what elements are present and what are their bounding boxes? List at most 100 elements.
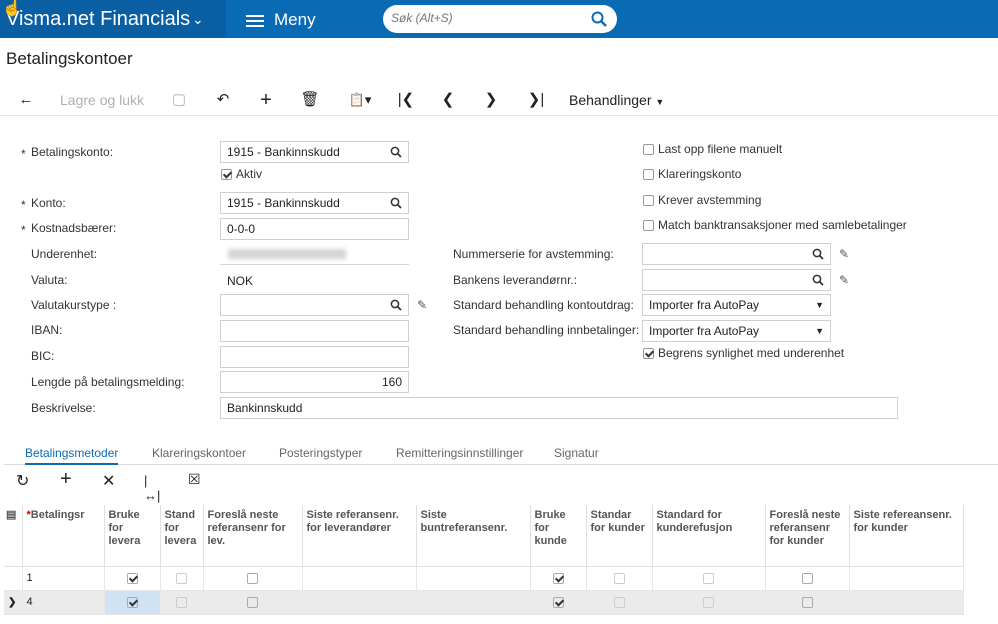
last-ref-vendor-cell[interactable] bbox=[302, 566, 417, 590]
match-transactions-checkbox[interactable] bbox=[643, 220, 654, 231]
column-header[interactable]: *Betalingsr bbox=[22, 505, 105, 566]
use-for-customer-cell[interactable] bbox=[530, 566, 587, 590]
search-icon[interactable] bbox=[591, 11, 607, 27]
checkbox[interactable] bbox=[703, 596, 714, 608]
previous-record-icon[interactable]: ❮ bbox=[441, 91, 455, 108]
refresh-icon[interactable]: ↻ bbox=[16, 473, 30, 490]
message-length-field[interactable]: 160 bbox=[220, 371, 409, 393]
table-row[interactable]: ❯ 4 bbox=[4, 590, 964, 614]
checkbox[interactable] bbox=[801, 596, 813, 608]
payment-method-cell[interactable]: 1 bbox=[22, 566, 105, 590]
upload-manual-checkbox[interactable] bbox=[643, 144, 654, 155]
default-for-customer-cell[interactable] bbox=[586, 566, 653, 590]
checkbox[interactable] bbox=[613, 572, 625, 584]
std-payments-select[interactable]: Importer fra AutoPay ▼ bbox=[642, 320, 831, 342]
rate-type-field[interactable] bbox=[220, 294, 409, 316]
clearing-account-checkbox[interactable] bbox=[643, 169, 654, 180]
default-customer-refund-cell[interactable] bbox=[652, 590, 766, 614]
search-input[interactable] bbox=[391, 11, 581, 25]
edit-pencil-icon[interactable]: ✎ bbox=[839, 247, 850, 261]
column-header[interactable]: Siste referansenr. for leverandører bbox=[302, 505, 417, 566]
bank-vendor-field[interactable] bbox=[642, 269, 831, 291]
checkbox[interactable] bbox=[176, 572, 187, 584]
checkbox[interactable] bbox=[552, 572, 564, 584]
last-record-icon[interactable]: ❯| bbox=[527, 91, 545, 108]
tab-clearing-accounts[interactable]: Klareringskontoer bbox=[152, 446, 247, 460]
last-ref-customer-cell[interactable] bbox=[849, 590, 964, 614]
tab-signature[interactable]: Signatur bbox=[554, 446, 599, 460]
checkbox[interactable] bbox=[126, 572, 138, 584]
tab-payment-methods[interactable]: Betalingsmetoder bbox=[25, 443, 119, 465]
add-row-icon[interactable]: + bbox=[60, 468, 72, 490]
last-ref-customer-cell[interactable] bbox=[849, 566, 964, 590]
checkbox[interactable] bbox=[552, 596, 564, 608]
tab-posting-types[interactable]: Posteringstyper bbox=[279, 446, 363, 460]
checkbox[interactable] bbox=[126, 596, 138, 608]
default-for-vendor-cell[interactable] bbox=[160, 590, 204, 614]
lookup-icon[interactable] bbox=[812, 248, 824, 260]
lookup-icon[interactable] bbox=[390, 299, 402, 311]
column-header[interactable]: Stand for levera bbox=[160, 505, 204, 566]
fit-columns-icon[interactable]: |↔| bbox=[144, 473, 161, 503]
suggest-next-ref-vendor-cell[interactable] bbox=[203, 566, 303, 590]
iban-field[interactable] bbox=[220, 320, 409, 342]
checkbox[interactable] bbox=[247, 596, 258, 608]
number-series-field[interactable] bbox=[642, 243, 831, 265]
save-close-button[interactable]: Lagre og lukk bbox=[60, 92, 145, 108]
checkbox[interactable] bbox=[801, 572, 813, 584]
first-record-icon[interactable]: |❮ bbox=[397, 91, 415, 108]
copy-paste-icon[interactable]: 📋▾ bbox=[348, 92, 372, 107]
requires-reconciliation-checkbox[interactable] bbox=[643, 195, 654, 206]
restrict-visibility-checkbox[interactable] bbox=[643, 348, 654, 359]
payment-account-field[interactable]: 1915 - Bankinnskudd bbox=[220, 141, 409, 163]
row-selector[interactable] bbox=[4, 566, 23, 590]
checkbox[interactable] bbox=[613, 596, 625, 608]
search-box[interactable] bbox=[383, 5, 617, 33]
checkbox[interactable] bbox=[176, 596, 187, 608]
row-selector[interactable]: ❯ bbox=[4, 590, 23, 614]
edit-pencil-icon[interactable]: ✎ bbox=[417, 298, 428, 312]
grid-settings-icon[interactable]: ▤ bbox=[6, 509, 17, 521]
suggest-next-ref-vendor-cell[interactable] bbox=[203, 590, 303, 614]
last-ref-vendor-cell[interactable] bbox=[302, 590, 417, 614]
row-selector-header[interactable]: ▤ bbox=[4, 505, 23, 566]
delete-icon[interactable]: 🗑 bbox=[300, 91, 320, 108]
app-switcher[interactable]: Visma.net Financials ⌄ bbox=[0, 0, 226, 38]
lookup-icon[interactable] bbox=[390, 146, 402, 158]
description-field[interactable]: Bankinnskudd bbox=[220, 397, 898, 419]
column-header[interactable]: Foreslå neste referansenr for lev. bbox=[203, 505, 303, 566]
column-header[interactable]: Bruke for levera bbox=[104, 505, 161, 566]
column-header[interactable]: Standard for kunderefusjon bbox=[652, 505, 766, 566]
lookup-icon[interactable] bbox=[812, 274, 824, 286]
default-for-vendor-cell[interactable] bbox=[160, 566, 204, 590]
std-statement-select[interactable]: Importer fra AutoPay ▼ bbox=[642, 294, 831, 316]
column-header[interactable]: Siste buntreferansenr. bbox=[416, 505, 531, 566]
default-for-customer-cell[interactable] bbox=[586, 590, 653, 614]
suggest-next-ref-customer-cell[interactable] bbox=[765, 566, 850, 590]
column-header[interactable]: Siste refereansenr. for kunder bbox=[849, 505, 964, 566]
edit-pencil-icon[interactable]: ✎ bbox=[839, 273, 850, 287]
menu-button[interactable]: Meny bbox=[246, 0, 316, 38]
actions-menu[interactable]: Behandlinger ▼ bbox=[569, 84, 664, 116]
bic-field[interactable] bbox=[220, 346, 409, 368]
last-batch-ref-cell[interactable] bbox=[416, 566, 531, 590]
checkbox[interactable] bbox=[703, 572, 714, 584]
table-row[interactable]: 1 bbox=[4, 566, 964, 590]
add-icon[interactable]: + bbox=[260, 89, 272, 111]
lookup-icon[interactable] bbox=[390, 197, 402, 209]
use-for-customer-cell[interactable] bbox=[530, 590, 587, 614]
tab-remittance-settings[interactable]: Remitteringsinnstillinger bbox=[396, 446, 524, 460]
save-icon[interactable]: ▢ bbox=[171, 91, 187, 108]
back-arrow-icon[interactable]: ← bbox=[18, 91, 34, 108]
payment-method-cell[interactable]: 4 bbox=[22, 590, 105, 614]
cost-bearer-field[interactable]: 0-0-0 bbox=[220, 218, 409, 240]
column-header[interactable]: Bruke for kunde bbox=[530, 505, 587, 566]
export-excel-icon[interactable]: ☒ bbox=[188, 471, 201, 487]
account-field[interactable]: 1915 - Bankinnskudd bbox=[220, 192, 409, 214]
last-batch-ref-cell[interactable] bbox=[416, 590, 531, 614]
next-record-icon[interactable]: ❯ bbox=[484, 91, 498, 108]
column-header[interactable]: Standar for kunder bbox=[586, 505, 653, 566]
suggest-next-ref-customer-cell[interactable] bbox=[765, 590, 850, 614]
undo-icon[interactable]: ↶ bbox=[216, 91, 230, 108]
active-checkbox[interactable] bbox=[221, 169, 232, 180]
